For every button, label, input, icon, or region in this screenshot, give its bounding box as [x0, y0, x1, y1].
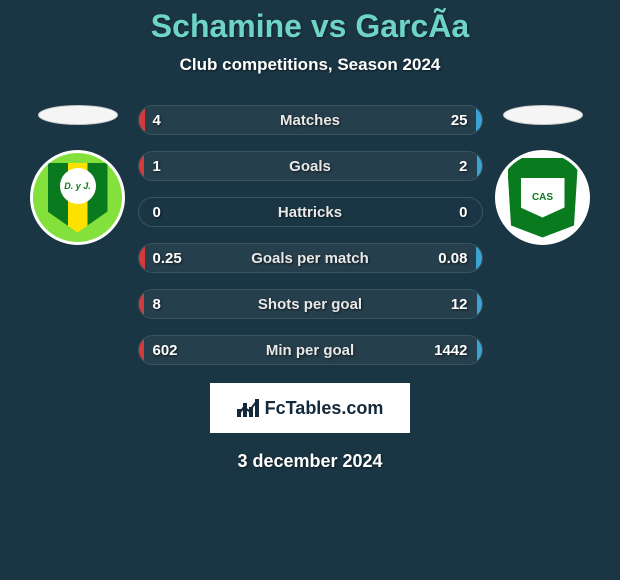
- stat-value-right: 25: [451, 112, 468, 129]
- stat-row: 602Min per goal1442: [138, 335, 483, 365]
- stat-row: 0.25Goals per match0.08: [138, 243, 483, 273]
- stat-row: 1Goals2: [138, 151, 483, 181]
- left-team-shield-icon: D. y J.: [48, 163, 108, 233]
- right-team-crest: CAS: [495, 150, 590, 245]
- stat-label: Matches: [139, 112, 482, 129]
- left-team-crest: D. y J.: [30, 150, 125, 245]
- stat-value-right: 2: [459, 158, 467, 175]
- stat-value-right: 0.08: [438, 250, 467, 267]
- stat-label: Goals: [139, 158, 482, 175]
- stats-table: 4Matches25 1Goals2 0Hattricks0 0.25Goals pe…: [138, 105, 483, 365]
- left-team-flag: [38, 105, 118, 125]
- stat-value-right: 12: [451, 296, 468, 313]
- stat-row: 8Shots per goal12: [138, 289, 483, 319]
- main-row: D. y J. 4Matches25 1Goals2 0Hattricks0 0.25…: [0, 105, 620, 365]
- date-label: 3 december 2024: [237, 451, 382, 472]
- stat-label: Shots per goal: [139, 296, 482, 313]
- branding-chart-icon: [237, 399, 259, 417]
- branding-badge[interactable]: FcTables.com: [210, 383, 410, 433]
- stat-row: 4Matches25: [138, 105, 483, 135]
- stat-label: Min per goal: [139, 342, 482, 359]
- left-team-column: D. y J.: [18, 105, 138, 245]
- page-container: Schamine vs GarcÃ­a Club competitions, S…: [0, 0, 620, 472]
- stat-row: 0Hattricks0: [138, 197, 483, 227]
- right-team-crest-initials: CAS: [521, 178, 565, 218]
- left-team-crest-initials: D. y J.: [60, 168, 96, 204]
- branding-text: FcTables.com: [265, 398, 384, 419]
- stat-label: Hattricks: [139, 204, 482, 221]
- stat-value-right: 1442: [434, 342, 467, 359]
- right-team-flag: [503, 105, 583, 125]
- right-team-shield-icon: CAS: [508, 158, 578, 238]
- page-title: Schamine vs GarcÃ­a: [151, 8, 469, 45]
- branding-trend-icon: [237, 399, 259, 417]
- right-team-column: CAS: [483, 105, 603, 245]
- stat-label: Goals per match: [139, 250, 482, 267]
- stat-value-right: 0: [459, 204, 467, 221]
- page-subtitle: Club competitions, Season 2024: [180, 55, 441, 75]
